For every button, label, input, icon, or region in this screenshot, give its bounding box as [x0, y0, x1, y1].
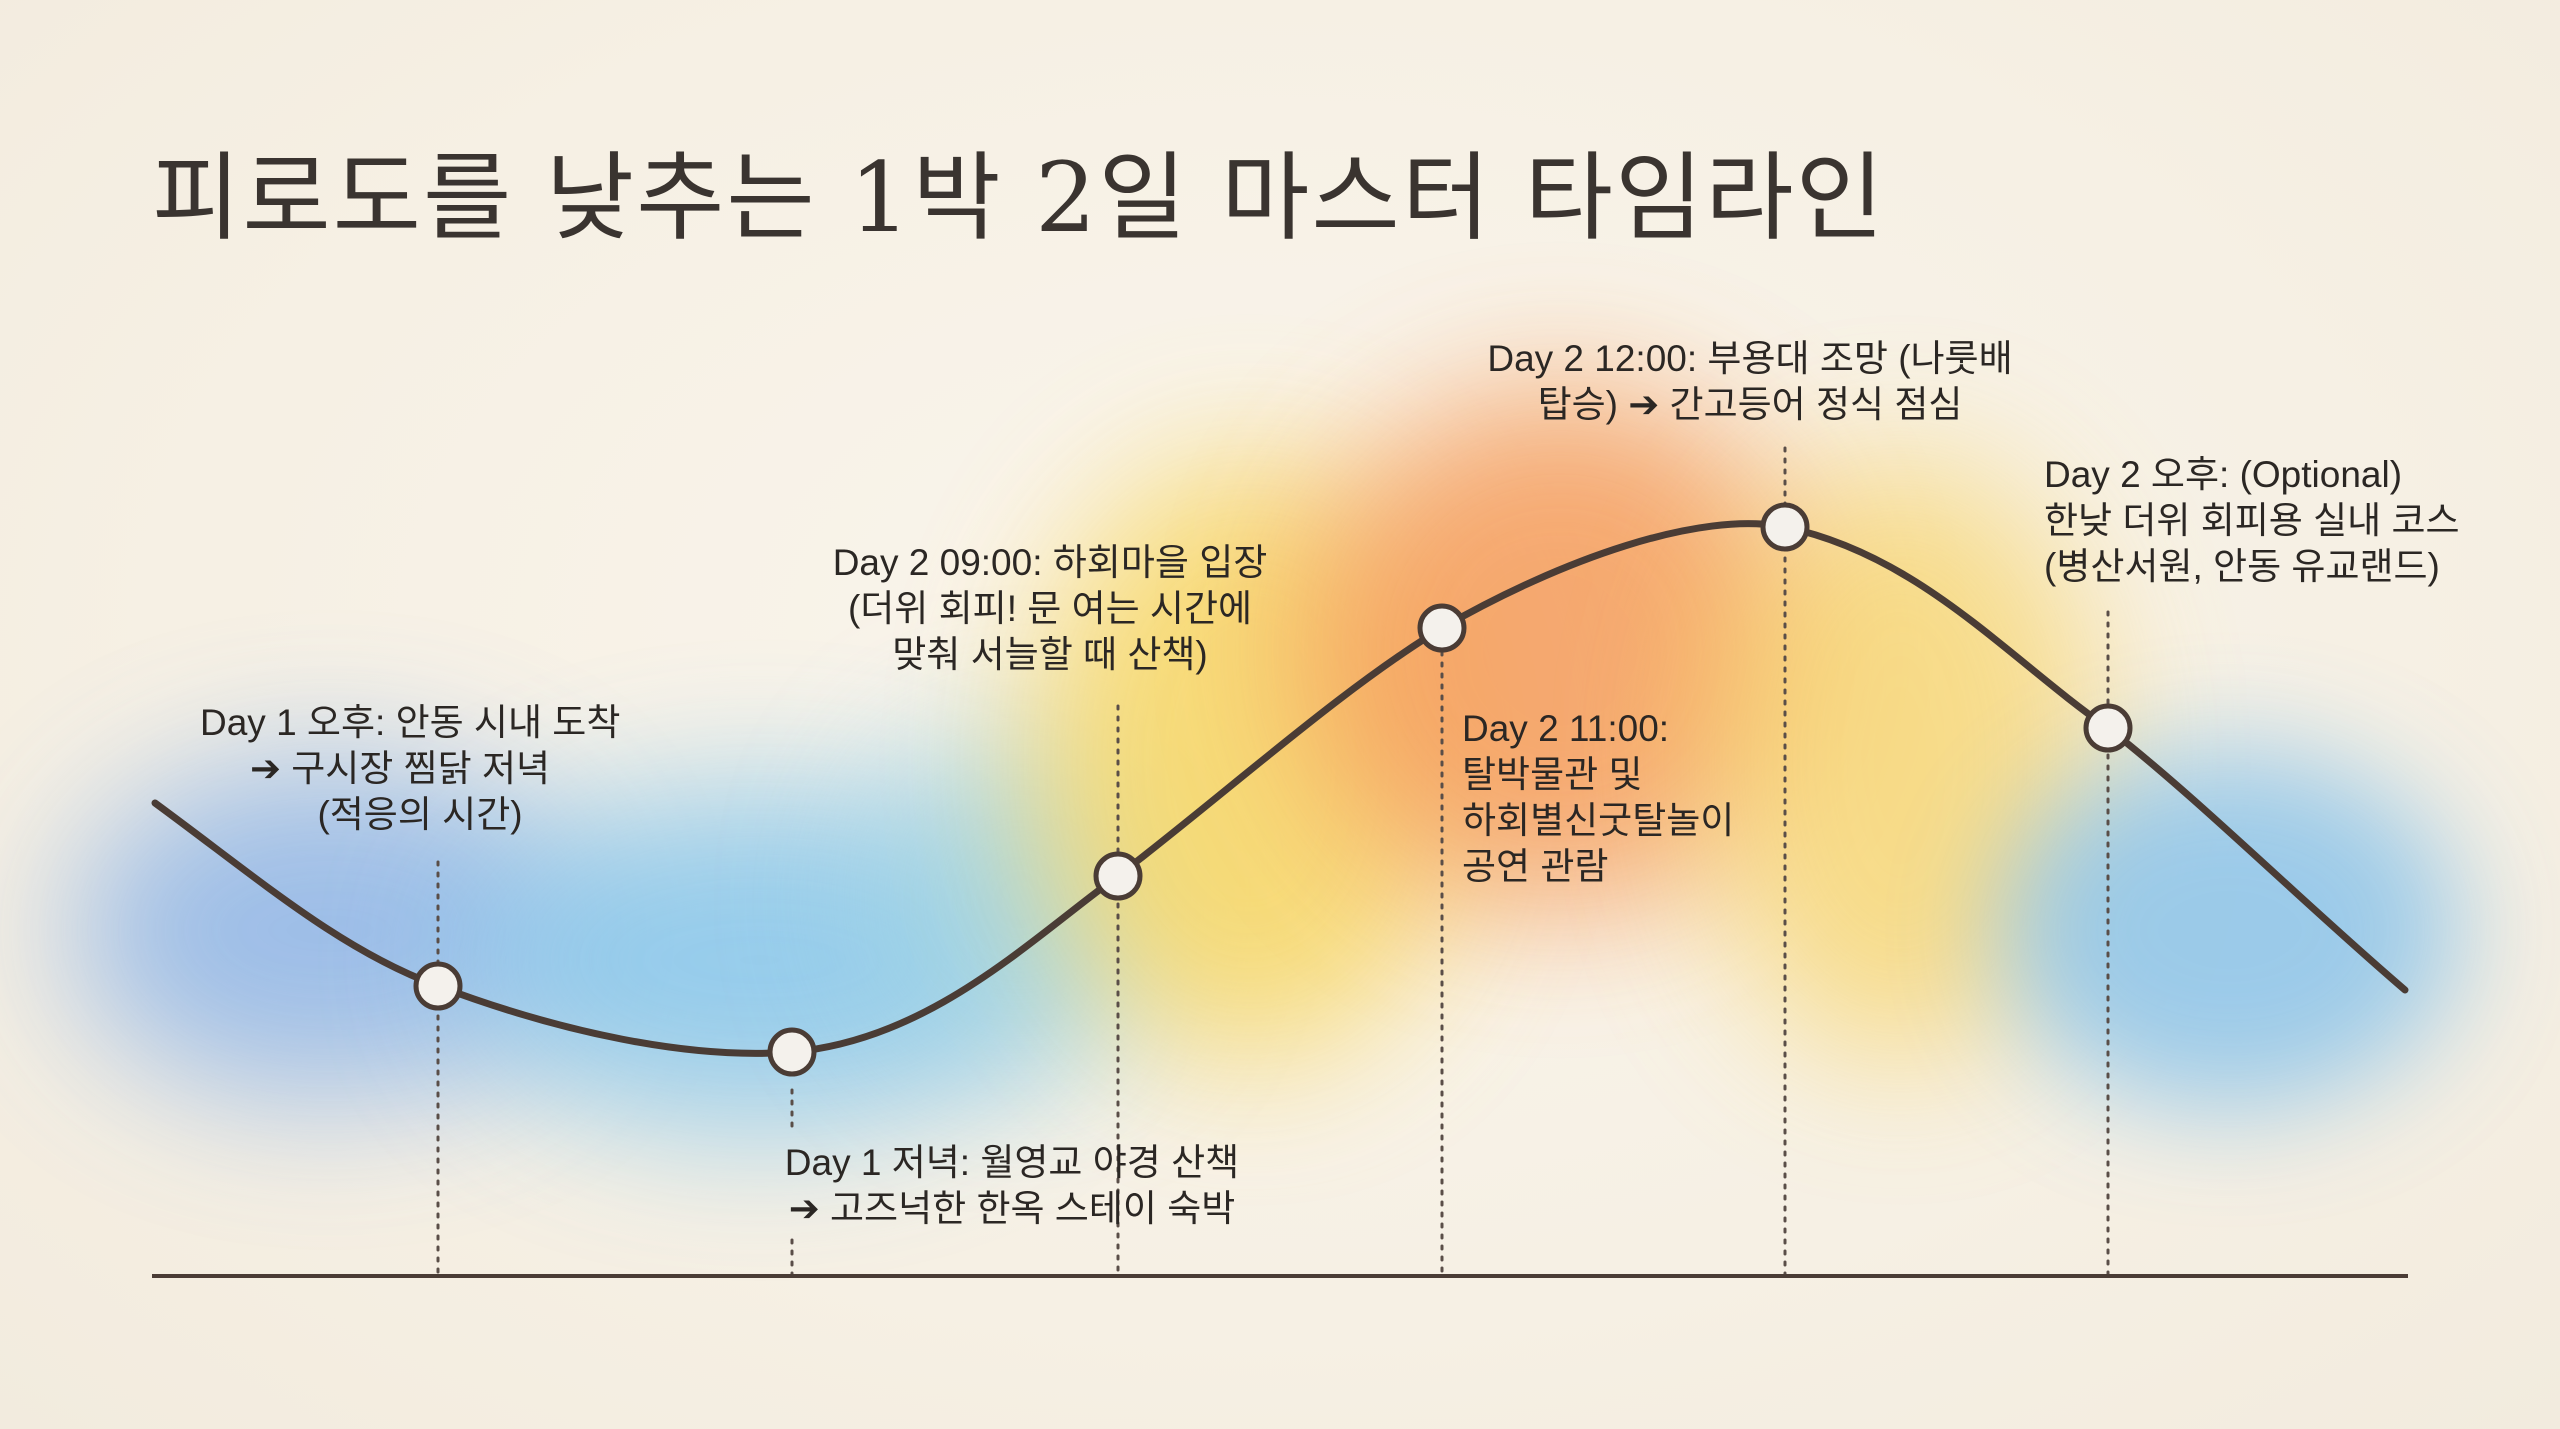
event-label-day2-1100: Day 2 11:00: 탈박물관 및 하회별신굿탈놀이 공연 관람 — [1462, 706, 1822, 890]
event-label-day2-1200: Day 2 12:00: 부용대 조망 (나룻배 탑승) ➔ 간고등어 정식 점… — [1470, 336, 2030, 428]
event-label-day2-0900: Day 2 09:00: 하회마을 입장 (더위 회피! 문 여는 시간에 맞춰… — [820, 540, 1280, 678]
event-line: (더위 회피! 문 여는 시간에 — [847, 588, 1253, 629]
markers — [413, 502, 2133, 1077]
event-line: 공연 관람 — [1462, 846, 1609, 887]
event-line: 탑승) ➔ 간고등어 정식 점심 — [1537, 384, 1963, 425]
glow-orange-core — [1300, 390, 1820, 910]
page-title: 피로도를 낮추는 1박 2일 마스터 타임라인 — [152, 142, 1886, 254]
event-line: 탈박물관 및 — [1462, 754, 1643, 795]
event-line: (병산서원, 안동 유교랜드) — [2044, 546, 2440, 587]
event-label-day1-evening: Day 1 저녁: 월영교 야경 산책 ➔ 고즈넉한 한옥 스테이 숙박 — [782, 1140, 1242, 1232]
marker-day2-1200 — [1760, 502, 1810, 552]
event-line: 맞춰 서늘할 때 산책) — [892, 634, 1208, 675]
glow-blue-right — [2000, 750, 2460, 1110]
event-line: ➔ 구시장 찜닭 저녁 — [249, 748, 551, 789]
marker-day1-afternoon — [413, 961, 463, 1011]
marker-day2-0900 — [1093, 851, 1143, 901]
event-line: Day 1 저녁: 월영교 야경 산책 — [784, 1142, 1240, 1183]
marker-day1-evening — [767, 1027, 817, 1077]
event-line: Day 2 09:00: 하회마을 입장 — [832, 542, 1268, 583]
marker-day2-afternoon — [2083, 703, 2133, 753]
event-label-day1-afternoon: Day 1 오후: 안동 시내 도착 ➔ 구시장 찜닭 저녁 (적응의 시간) — [200, 700, 621, 838]
energy-curve — [151, 520, 2409, 1057]
glow-yellow-right — [1700, 460, 2100, 1060]
event-line: Day 1 오후: 안동 시내 도착 — [200, 702, 621, 743]
event-line: 한낮 더위 회피용 실내 코스 — [2044, 500, 2460, 541]
event-line: Day 2 12:00: 부용대 조망 (나룻배 — [1487, 338, 2013, 379]
event-label-day2-afternoon: Day 2 오후: (Optional) 한낮 더위 회피용 실내 코스 (병산… — [2044, 452, 2504, 590]
event-line: ➔ 고즈넉한 한옥 스테이 숙박 — [788, 1188, 1236, 1229]
event-line: Day 2 11:00: — [1462, 708, 1670, 749]
temperature-glow — [70, 390, 2460, 1130]
event-line: Day 2 오후: (Optional) — [2044, 454, 2403, 495]
marker-day2-1100 — [1417, 603, 1467, 653]
event-line: 하회별신굿탈놀이 — [1462, 800, 1735, 841]
event-line: (적응의 시간) — [317, 794, 523, 835]
